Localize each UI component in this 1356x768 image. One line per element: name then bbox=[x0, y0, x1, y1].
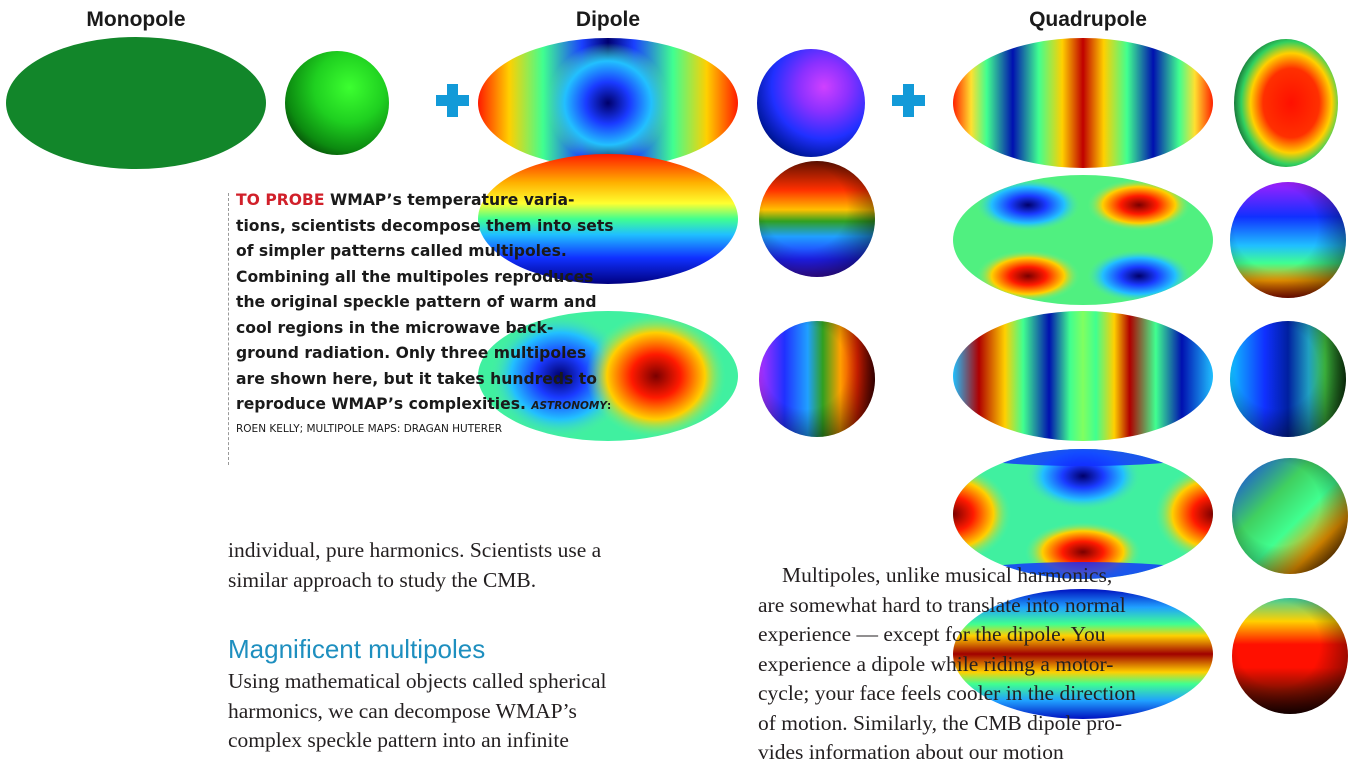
caption-line: WMAP’s temperature varia- bbox=[324, 191, 575, 209]
body-line: individual, pure harmonics. Scientists u… bbox=[228, 538, 602, 562]
caption-line: reproduce WMAP’s complexities. bbox=[236, 395, 526, 413]
caption-line: Combining all the multipoles reproduces bbox=[236, 267, 594, 286]
caption-line: ground radiation. Only three multipoles bbox=[236, 344, 587, 362]
body-line: similar approach to study the CMB. bbox=[228, 567, 537, 592]
caption-lead: TO PROBE bbox=[236, 191, 325, 209]
body-line: experience a dipole while riding a motor… bbox=[758, 651, 1114, 676]
plus-icon bbox=[892, 84, 925, 117]
section-subhead: Magnificent multipoles bbox=[228, 634, 486, 664]
dipole-sphere-1 bbox=[757, 49, 865, 157]
quadrupole-map-4 bbox=[953, 449, 1213, 579]
monopole-header: Monopole bbox=[86, 8, 186, 31]
body-column-2: Multipoles, unlike musical harmonics, ar… bbox=[758, 561, 1136, 768]
caption-line: tions, scientists decompose them into se… bbox=[236, 216, 614, 235]
quadrupole-map-5 bbox=[953, 589, 1213, 719]
plus-icon bbox=[436, 84, 469, 117]
body-line: are somewhat hard to translate into norm… bbox=[758, 592, 1126, 617]
monopole-map bbox=[6, 37, 266, 169]
dipole-map-3 bbox=[478, 311, 738, 441]
caption-line: cool regions in the microwave back- bbox=[236, 318, 554, 337]
monopole-sphere bbox=[285, 51, 389, 155]
body-line: Using mathematical objects called spheri… bbox=[228, 669, 607, 693]
dipole-header: Dipole bbox=[575, 8, 641, 31]
quadrupole-map-2 bbox=[953, 175, 1213, 305]
body-line: complex speckle pattern into an infinite bbox=[228, 728, 569, 752]
quadrupole-map-1 bbox=[953, 38, 1213, 168]
body-line: cycle; your face feels cooler in the dir… bbox=[758, 681, 1136, 705]
caption-rule bbox=[228, 193, 229, 465]
credit-magazine: ASTRONOMY bbox=[531, 400, 607, 412]
dipole-map-2 bbox=[478, 154, 738, 284]
caption-line: of simpler patterns called multipoles. bbox=[236, 242, 567, 260]
credit-line: ROEN KELLY; MULTIPOLE MAPS: DRAGAN HUTER… bbox=[236, 422, 503, 435]
figure-caption: TO PROBE WMAP’s temperature varia- tions… bbox=[236, 188, 628, 440]
quadrupole-map-3 bbox=[953, 311, 1213, 441]
body-line: vides information about our motion bbox=[758, 740, 1064, 764]
body-line: of motion. Similarly, the CMB dipole pro… bbox=[758, 710, 1123, 735]
credit-colon: : bbox=[606, 400, 612, 412]
body-column-1-continued: Using mathematical objects called spheri… bbox=[228, 667, 607, 756]
body-line: Multipoles, unlike musical harmonics, bbox=[782, 563, 1113, 587]
body-column-1: individual, pure harmonics. Scientists u… bbox=[228, 536, 601, 595]
caption-line: the original speckle pattern of warm and bbox=[236, 293, 597, 311]
quadrupole-header: Quadrupole bbox=[1029, 8, 1147, 31]
body-line: experience — except for the dipole. You bbox=[758, 622, 1106, 646]
body-line: harmonics, we can decompose WMAP’s bbox=[228, 698, 577, 723]
quadrupole-sphere-1 bbox=[1234, 39, 1338, 167]
caption-line: are shown here, but it takes hundreds to bbox=[236, 369, 597, 388]
